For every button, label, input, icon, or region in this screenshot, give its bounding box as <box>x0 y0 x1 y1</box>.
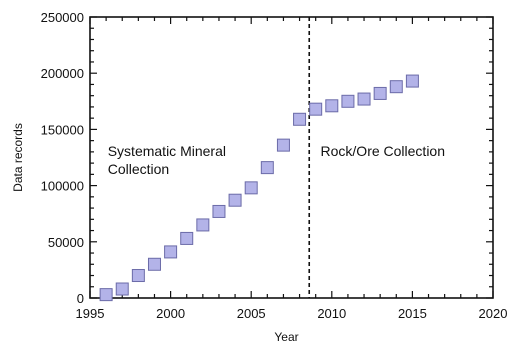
data-point <box>341 94 355 108</box>
plot-frame <box>89 16 494 299</box>
y-tick-label: 100000 <box>41 179 84 194</box>
data-point <box>405 74 419 88</box>
data-point <box>99 288 113 302</box>
data-point <box>131 269 145 283</box>
y-tick-labels: 0 50000 100000 150000 200000 250000 <box>41 10 84 306</box>
x-axis-title: Year <box>274 330 298 344</box>
y-axis-title: Data records <box>11 123 25 192</box>
data-point <box>389 80 403 94</box>
data-point <box>164 245 178 259</box>
data-point <box>293 112 307 126</box>
annotations: Systematic Mineral Collection Rock/Ore Col… <box>108 143 445 177</box>
x-tick-label: 2015 <box>398 306 427 321</box>
data-point <box>180 231 194 245</box>
data-point <box>357 92 371 106</box>
data-point <box>309 102 323 116</box>
data-point <box>373 86 387 100</box>
data-point <box>212 204 226 218</box>
data-point <box>196 218 210 232</box>
data-point <box>147 257 161 271</box>
x-tick-label: 2005 <box>237 306 266 321</box>
annotation-text: Rock/Ore Collection <box>321 143 446 159</box>
data-point <box>276 138 290 152</box>
y-tick-label: 0 <box>77 291 84 306</box>
annotation-line: Collection <box>108 161 169 177</box>
data-point <box>325 99 339 113</box>
data-point <box>228 193 242 207</box>
y-tick-label: 250000 <box>41 10 84 25</box>
data-point <box>115 282 129 296</box>
x-tick-label: 2000 <box>156 306 185 321</box>
y-tick-label: 150000 <box>41 122 84 137</box>
data-point <box>244 181 258 195</box>
y-tick-label: 200000 <box>41 66 84 81</box>
x-tick-label: 2010 <box>317 306 346 321</box>
axis-ticks <box>89 16 494 299</box>
x-tick-label: 2020 <box>479 306 508 321</box>
annotation-text: Systematic Mineral Collection <box>108 143 226 177</box>
data-points <box>99 74 419 302</box>
annotation-line: Systematic Mineral <box>108 143 226 159</box>
data-point <box>260 161 274 175</box>
y-tick-label: 50000 <box>48 235 84 250</box>
plot-area-border <box>89 16 494 299</box>
x-tick-labels: 1995 2000 2005 2010 2015 2020 <box>76 306 508 321</box>
x-tick-label: 1995 <box>76 306 105 321</box>
annotation-line: Rock/Ore Collection <box>321 143 446 159</box>
